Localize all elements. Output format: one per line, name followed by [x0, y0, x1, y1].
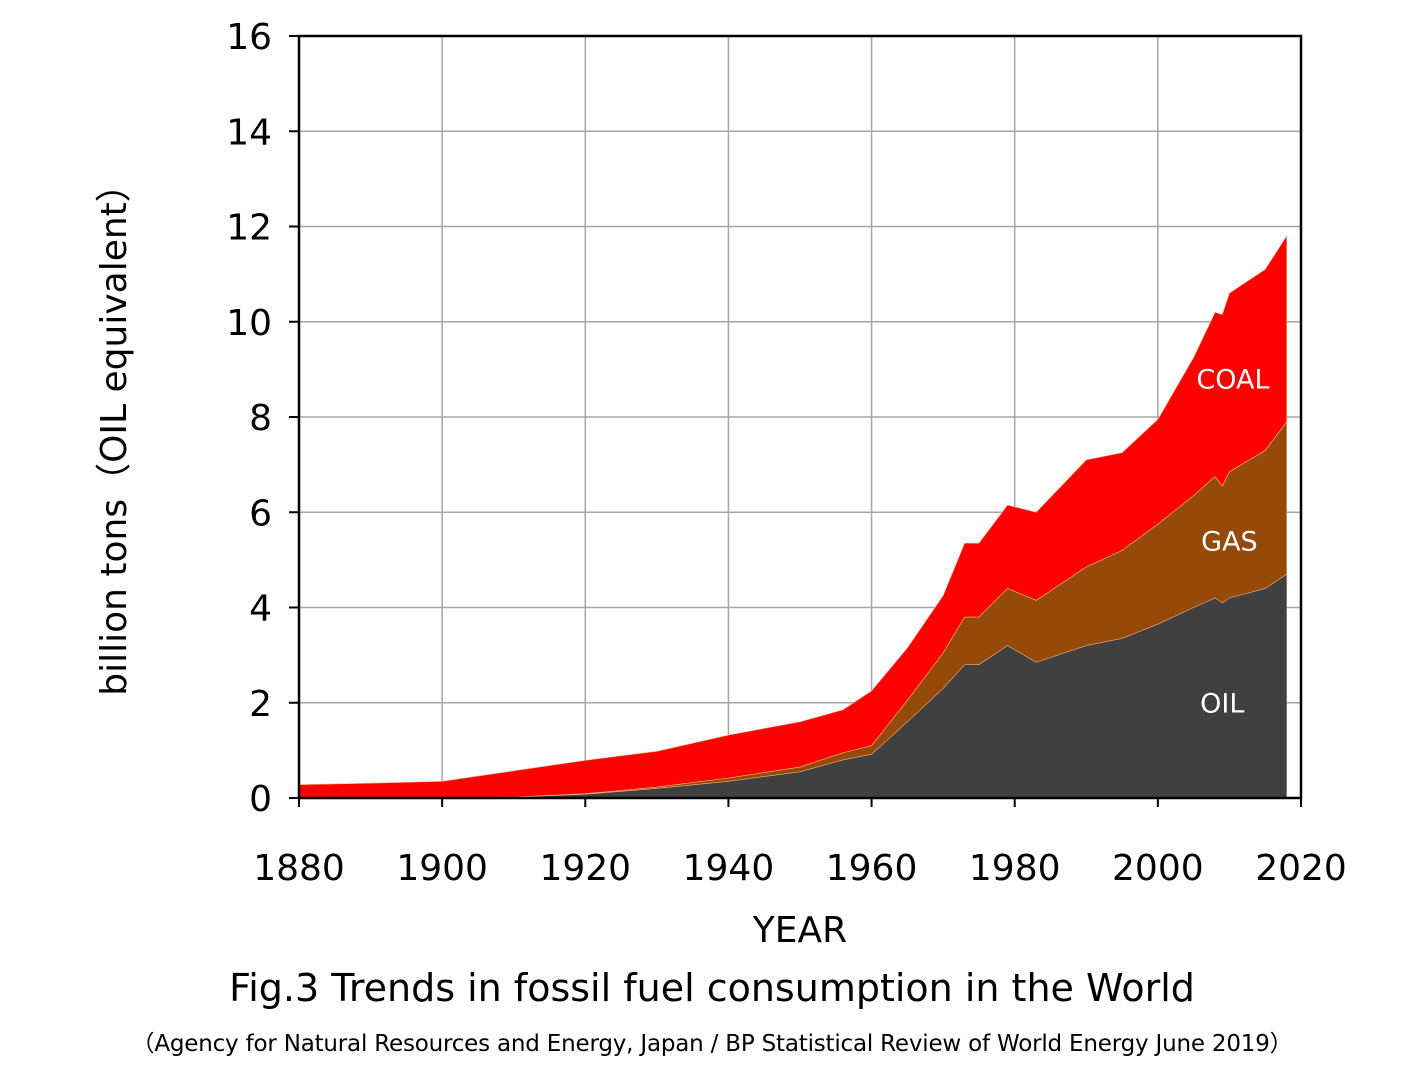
y-tick-label: 8: [249, 398, 272, 439]
series-label-coal: COAL: [1196, 364, 1269, 395]
fossil-fuel-chart: 1880 1900 1920 1940 1960 1980 2000 2020 0 2 4 6 8 10…: [94, 17, 1347, 951]
y-tick-label: 12: [226, 208, 272, 249]
x-tick-label: 1880: [253, 848, 345, 889]
x-axis-title: YEAR: [752, 910, 847, 951]
axis-tick-marks: [289, 35, 1302, 807]
y-tick-label: 16: [226, 17, 272, 58]
x-tick-label: 1980: [969, 848, 1061, 889]
x-tick-label: 1900: [396, 848, 488, 889]
area-oil: [299, 574, 1287, 798]
y-tick-label: 14: [226, 112, 272, 153]
y-tick-label: 10: [226, 303, 272, 344]
x-tick-label: 1920: [539, 848, 631, 889]
series-labels: COAL GAS OIL: [1196, 364, 1269, 719]
x-tick-label: 1940: [683, 848, 775, 889]
y-tick-label: 2: [249, 684, 272, 725]
series-label-oil: OIL: [1200, 688, 1244, 719]
y-axis-tick-labels: 0 2 4 6 8 10 12 14 16: [226, 17, 272, 820]
x-tick-label: 1960: [826, 848, 918, 889]
stacked-areas: [298, 235, 1287, 799]
y-tick-label: 0: [249, 779, 272, 820]
figure-source: （Agency for Natural Resources and Energy…: [131, 1031, 1293, 1057]
y-tick-label: 4: [249, 589, 272, 630]
y-axis-title: billion tons（OIL equivalent）: [94, 166, 135, 696]
series-label-gas: GAS: [1201, 526, 1258, 557]
x-tick-label: 2000: [1112, 848, 1204, 889]
x-tick-label: 2020: [1255, 848, 1347, 889]
area-coal: [298, 235, 1287, 799]
x-axis-tick-labels: 1880 1900 1920 1940 1960 1980 2000 2020: [253, 848, 1347, 889]
figure-caption: Fig.3 Trends in fossil fuel consumption …: [229, 966, 1195, 1010]
y-tick-label: 6: [249, 493, 272, 534]
